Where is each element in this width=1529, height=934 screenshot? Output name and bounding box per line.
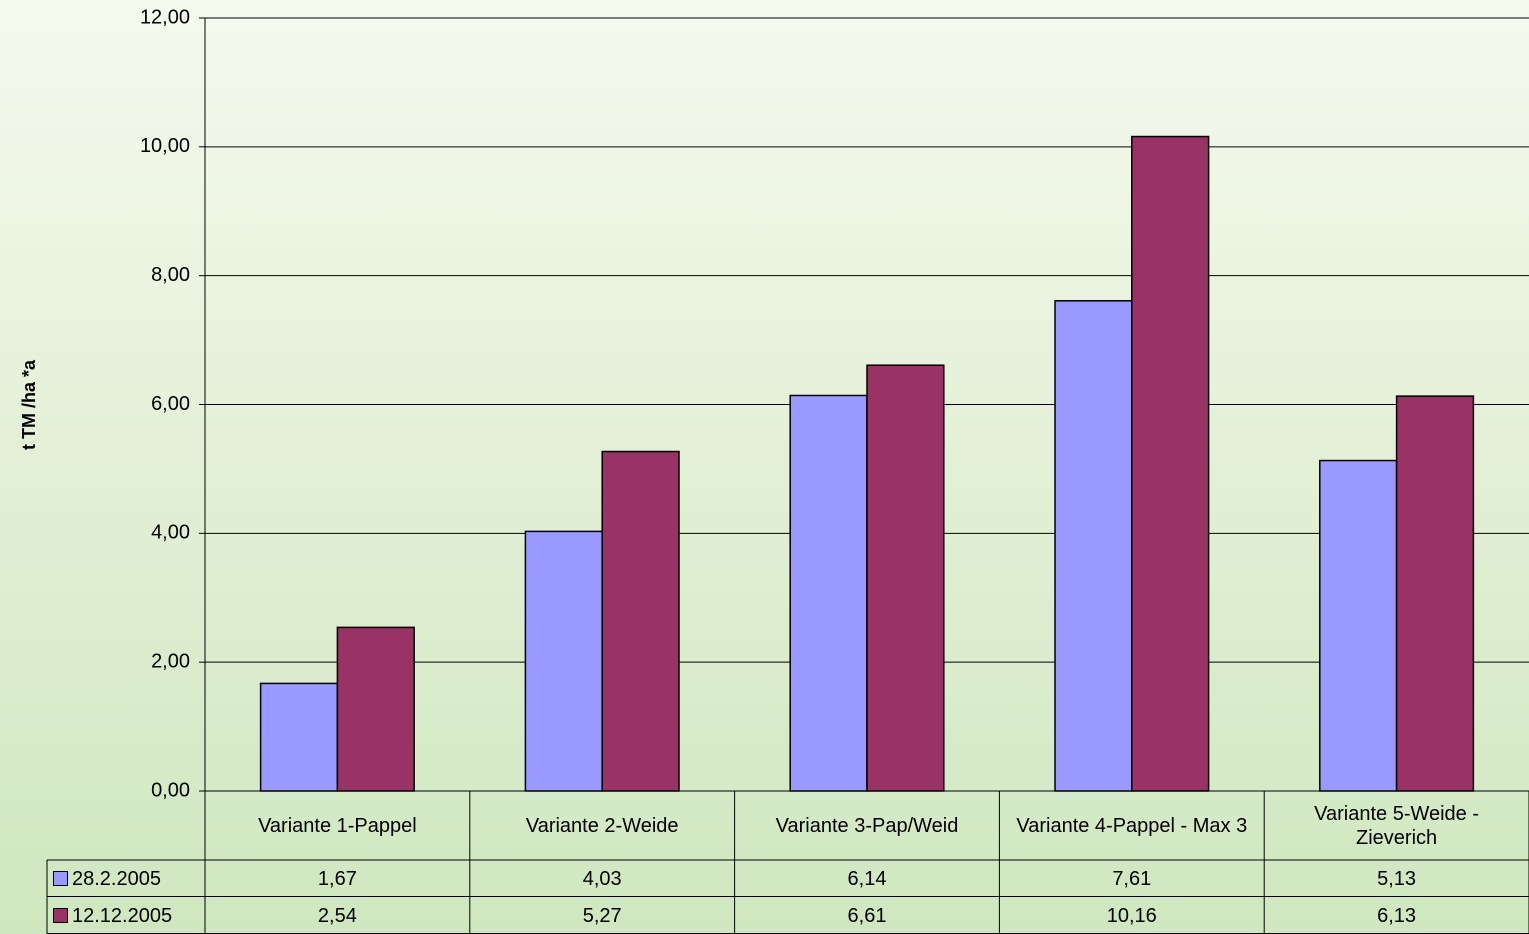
data-label-text: 6,61 <box>847 904 887 927</box>
data-label-text: 6,14 <box>847 867 887 890</box>
y-tick-label: 12,00 <box>140 6 190 28</box>
y-tick-label: 8,00 <box>151 264 190 286</box>
y-tick-label: 10,00 <box>140 135 190 157</box>
category-label-text: Variante 2-Weide <box>525 814 679 837</box>
y-tick-label: 0,00 <box>151 779 190 801</box>
data-label-text: 5,27 <box>582 904 622 927</box>
y-tick-label: 4,00 <box>151 522 190 544</box>
bar <box>866 364 945 792</box>
bar <box>1131 135 1210 792</box>
category-label: Variante 5-Weide - Zieverich <box>1264 791 1529 860</box>
data-label-text: 7,61 <box>1112 867 1152 890</box>
data-label: 1,67 <box>205 860 470 897</box>
legend-key <box>53 908 68 923</box>
category-label-text: Variante 4-Pappel - Max 3 <box>1016 814 1248 837</box>
bar <box>1054 300 1133 792</box>
category-label: Variante 2-Weide <box>470 791 735 860</box>
category-label-text: Variante 1-Pappel <box>258 814 417 837</box>
category-label: Variante 4-Pappel - Max 3 <box>999 791 1264 860</box>
legend-entry: 28.2.2005 <box>47 860 205 897</box>
data-label: 7,61 <box>999 860 1264 897</box>
data-label-text: 2,54 <box>317 904 357 927</box>
bar <box>789 394 868 792</box>
bar <box>336 626 415 792</box>
data-label: 6,13 <box>1264 897 1529 934</box>
data-label-text: 1,67 <box>317 867 357 890</box>
bar <box>1319 459 1398 792</box>
data-label-text: 4,03 <box>582 867 622 890</box>
legend-text: 12.12.2005 <box>72 904 173 927</box>
data-label: 5,13 <box>1264 860 1529 897</box>
legend-key <box>53 871 68 886</box>
y-tick-label: 6,00 <box>151 393 190 415</box>
bar <box>524 530 603 792</box>
data-label: 2,54 <box>205 897 470 934</box>
category-label: Variante 3-Pap/Weid <box>735 791 1000 860</box>
bar <box>259 682 339 792</box>
category-label-text: Variante 3-Pap/Weid <box>775 814 959 837</box>
legend-entry: 12.12.2005 <box>47 897 205 934</box>
data-label-text: 6,13 <box>1377 904 1417 927</box>
data-label: 4,03 <box>470 860 735 897</box>
bar <box>601 450 680 792</box>
data-label-text: 5,13 <box>1377 867 1417 890</box>
bar <box>1395 395 1475 792</box>
data-label: 6,61 <box>735 897 1000 934</box>
data-label: 6,14 <box>735 860 1000 897</box>
y-axis-label: t TM /ha *a <box>19 359 39 450</box>
legend-text: 28.2.2005 <box>72 867 161 890</box>
data-label: 10,16 <box>999 897 1264 934</box>
category-label: Variante 1-Pappel <box>205 791 470 860</box>
y-tick-label: 2,00 <box>151 650 190 672</box>
data-label: 5,27 <box>470 897 735 934</box>
data-label-text: 10,16 <box>1106 904 1157 927</box>
category-label-text: Variante 5-Weide - Zieverich <box>1314 802 1480 849</box>
